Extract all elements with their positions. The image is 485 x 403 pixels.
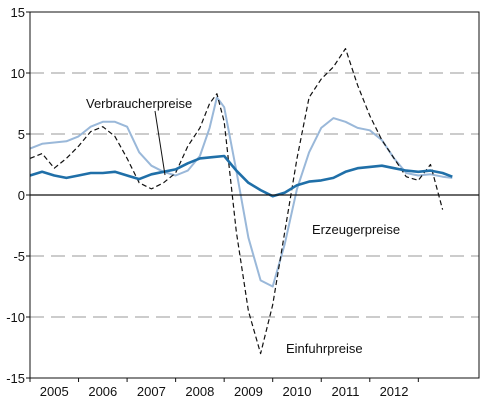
y-tick-label: 5 bbox=[18, 127, 25, 142]
gridlines bbox=[30, 72, 479, 318]
series-line-einfuhr bbox=[29, 48, 444, 355]
series-line-verbraucher bbox=[29, 154, 453, 198]
verbraucherpreise-leader bbox=[154, 110, 166, 176]
x-tick-label: 2009 bbox=[234, 384, 263, 399]
y-tick-label: 0 bbox=[18, 188, 25, 203]
y-tick-label: 10 bbox=[11, 66, 25, 81]
y-tick-label: 15 bbox=[11, 5, 25, 20]
series-lines bbox=[29, 48, 453, 355]
x-tick-label: 2005 bbox=[40, 384, 69, 399]
y-tick-label: -5 bbox=[13, 249, 25, 264]
y-axis-ticks: 15 10 5 0 -5 -10 -15 bbox=[6, 5, 30, 386]
annotation-erzeugerpreise: Erzeugerpreise bbox=[312, 222, 400, 237]
x-tick-label: 2007 bbox=[137, 384, 166, 399]
x-tick-label: 2008 bbox=[185, 384, 214, 399]
x-axis-ticks: 2005 2006 2007 2008 2009 2010 2011 2012 bbox=[29, 378, 419, 399]
annotation-einfuhrpreise: Einfuhrpreise bbox=[286, 341, 363, 356]
x-tick-label: 2010 bbox=[283, 384, 312, 399]
y-tick-label: -10 bbox=[6, 310, 25, 325]
annotation-verbraucherpreise: Verbraucherpreise bbox=[86, 96, 192, 111]
x-tick-label: 2012 bbox=[380, 384, 409, 399]
series-line-erzeuger bbox=[29, 96, 453, 288]
x-tick-label: 2011 bbox=[332, 384, 360, 399]
y-tick-label: -15 bbox=[6, 371, 25, 386]
x-tick-label: 2006 bbox=[88, 384, 117, 399]
